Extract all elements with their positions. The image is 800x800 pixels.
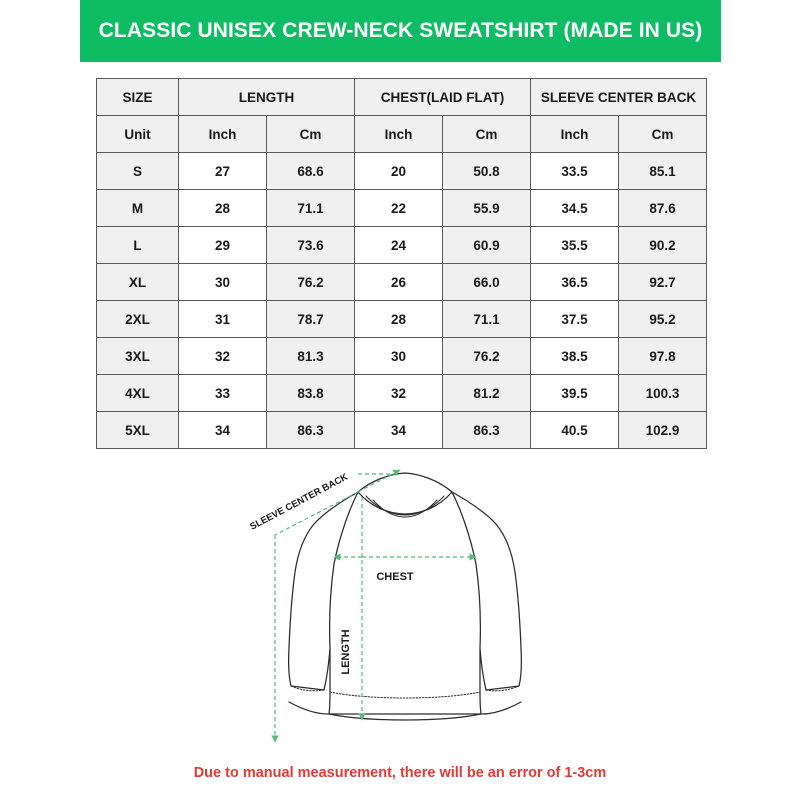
cell-length-in: 29 (178, 226, 267, 264)
cell-chest-in: 32 (354, 374, 443, 412)
table-head: SIZE LENGTH CHEST(LAID FLAT) SLEEVE CENT… (96, 78, 708, 153)
sleeve-arrow (357, 469, 401, 493)
cell-size: M (96, 189, 179, 227)
cell-length-in: 31 (178, 300, 267, 338)
table-body: S 27 68.6 20 50.8 33.5 85.1 M 28 71.1 22… (96, 152, 708, 449)
unit-header-0: Unit (96, 115, 179, 153)
cell-length-cm: 86.3 (266, 411, 355, 449)
cell-sleeve-in: 39.5 (530, 374, 620, 412)
size-chart-container: SIZE LENGTH CHEST(LAID FLAT) SLEEVE CENT… (96, 78, 708, 449)
cell-chest-cm: 76.2 (441, 337, 532, 375)
cell-size: 5XL (96, 411, 179, 449)
unit-header-3: Inch (354, 115, 443, 153)
cell-length-cm: 81.3 (266, 337, 355, 375)
cell-sleeve-cm: 92.7 (618, 263, 708, 301)
cell-length-cm: 68.6 (266, 152, 355, 190)
cell-chest-in: 26 (354, 263, 443, 301)
cell-length-cm: 73.6 (266, 226, 355, 264)
cell-chest-cm: 71.1 (441, 300, 532, 338)
table-row: S 27 68.6 20 50.8 33.5 85.1 (96, 152, 708, 190)
cell-sleeve-cm: 90.2 (618, 226, 708, 264)
column-header-size: SIZE (96, 78, 179, 116)
unit-header-6: Cm (618, 115, 708, 153)
cell-chest-cm: 55.9 (441, 189, 532, 227)
length-label: LENGTH (340, 629, 352, 674)
cell-chest-in: 22 (354, 189, 443, 227)
cell-length-in: 27 (178, 152, 267, 190)
cell-size: XL (96, 263, 179, 301)
unit-header-4: Cm (441, 115, 532, 153)
unit-header-2: Cm (266, 115, 355, 153)
unit-header-row: Unit Inch Cm Inch Cm Inch Cm (96, 115, 708, 153)
cell-chest-cm: 60.9 (441, 226, 532, 264)
table-row: 4XL 33 83.8 32 81.2 39.5 100.3 (96, 374, 708, 412)
cell-chest-in: 24 (354, 226, 443, 264)
size-chart-table: SIZE LENGTH CHEST(LAID FLAT) SLEEVE CENT… (96, 78, 708, 449)
cell-chest-in: 34 (354, 411, 443, 449)
cell-chest-in: 20 (354, 152, 443, 190)
cell-sleeve-cm: 100.3 (618, 374, 708, 412)
cell-length-in: 34 (178, 411, 267, 449)
cell-length-in: 30 (178, 263, 267, 301)
cell-chest-cm: 66.0 (441, 263, 532, 301)
cell-sleeve-cm: 85.1 (618, 152, 708, 190)
title-banner: CLASSIC UNISEX CREW-NECK SWEATSHIRT (MAD… (80, 0, 721, 62)
cell-length-in: 28 (178, 189, 267, 227)
cell-size: S (96, 152, 179, 190)
cell-length-cm: 71.1 (266, 189, 355, 227)
cell-sleeve-in: 38.5 (530, 337, 620, 375)
table-row: 3XL 32 81.3 30 76.2 38.5 97.8 (96, 337, 708, 375)
cell-chest-cm: 81.2 (441, 374, 532, 412)
column-header-sleeve: SLEEVE CENTER BACK (530, 78, 708, 116)
group-header-row: SIZE LENGTH CHEST(LAID FLAT) SLEEVE CENT… (96, 78, 708, 116)
cell-length-in: 32 (178, 337, 267, 375)
chest-label: CHEST (376, 571, 414, 583)
unit-header-1: Inch (178, 115, 267, 153)
cell-sleeve-in: 36.5 (530, 263, 620, 301)
sweatshirt-diagram: SLEEVE CENTER BACK CHEST LENGTH (240, 452, 570, 762)
cell-size: 2XL (96, 300, 179, 338)
cell-length-in: 33 (178, 374, 267, 412)
column-header-length: LENGTH (178, 78, 355, 116)
cell-sleeve-cm: 97.8 (618, 337, 708, 375)
table-row: M 28 71.1 22 55.9 34.5 87.6 (96, 189, 708, 227)
unit-header-5: Inch (530, 115, 620, 153)
cell-chest-cm: 86.3 (441, 411, 532, 449)
sweatshirt-outline-icon (287, 472, 523, 721)
cell-chest-in: 30 (354, 337, 443, 375)
cell-sleeve-in: 40.5 (530, 411, 620, 449)
table-row: XL 30 76.2 26 66.0 36.5 92.7 (96, 263, 708, 301)
cell-length-cm: 83.8 (266, 374, 355, 412)
cell-length-cm: 76.2 (266, 263, 355, 301)
cell-sleeve-cm: 102.9 (618, 411, 708, 449)
cell-sleeve-cm: 95.2 (618, 300, 708, 338)
column-header-chest: CHEST(LAID FLAT) (353, 78, 532, 116)
cell-sleeve-in: 34.5 (530, 189, 620, 227)
page-title: CLASSIC UNISEX CREW-NECK SWEATSHIRT (MAD… (98, 19, 703, 42)
cell-size: L (96, 226, 179, 264)
cell-size: 4XL (96, 374, 179, 412)
cell-size: 3XL (96, 337, 179, 375)
table-row: L 29 73.6 24 60.9 35.5 90.2 (96, 226, 708, 264)
table-row: 5XL 34 86.3 34 86.3 40.5 102.9 (96, 411, 708, 449)
measurement-disclaimer: Due to manual measurement, there will be… (193, 765, 607, 781)
cell-sleeve-in: 33.5 (530, 152, 620, 190)
cell-sleeve-in: 37.5 (530, 300, 620, 338)
table-row: 2XL 31 78.7 28 71.1 37.5 95.2 (96, 300, 708, 338)
cell-length-cm: 78.7 (266, 300, 355, 338)
cell-chest-in: 28 (354, 300, 443, 338)
cell-sleeve-in: 35.5 (530, 226, 620, 264)
cell-chest-cm: 50.8 (441, 152, 532, 190)
cell-sleeve-cm: 87.6 (618, 189, 708, 227)
